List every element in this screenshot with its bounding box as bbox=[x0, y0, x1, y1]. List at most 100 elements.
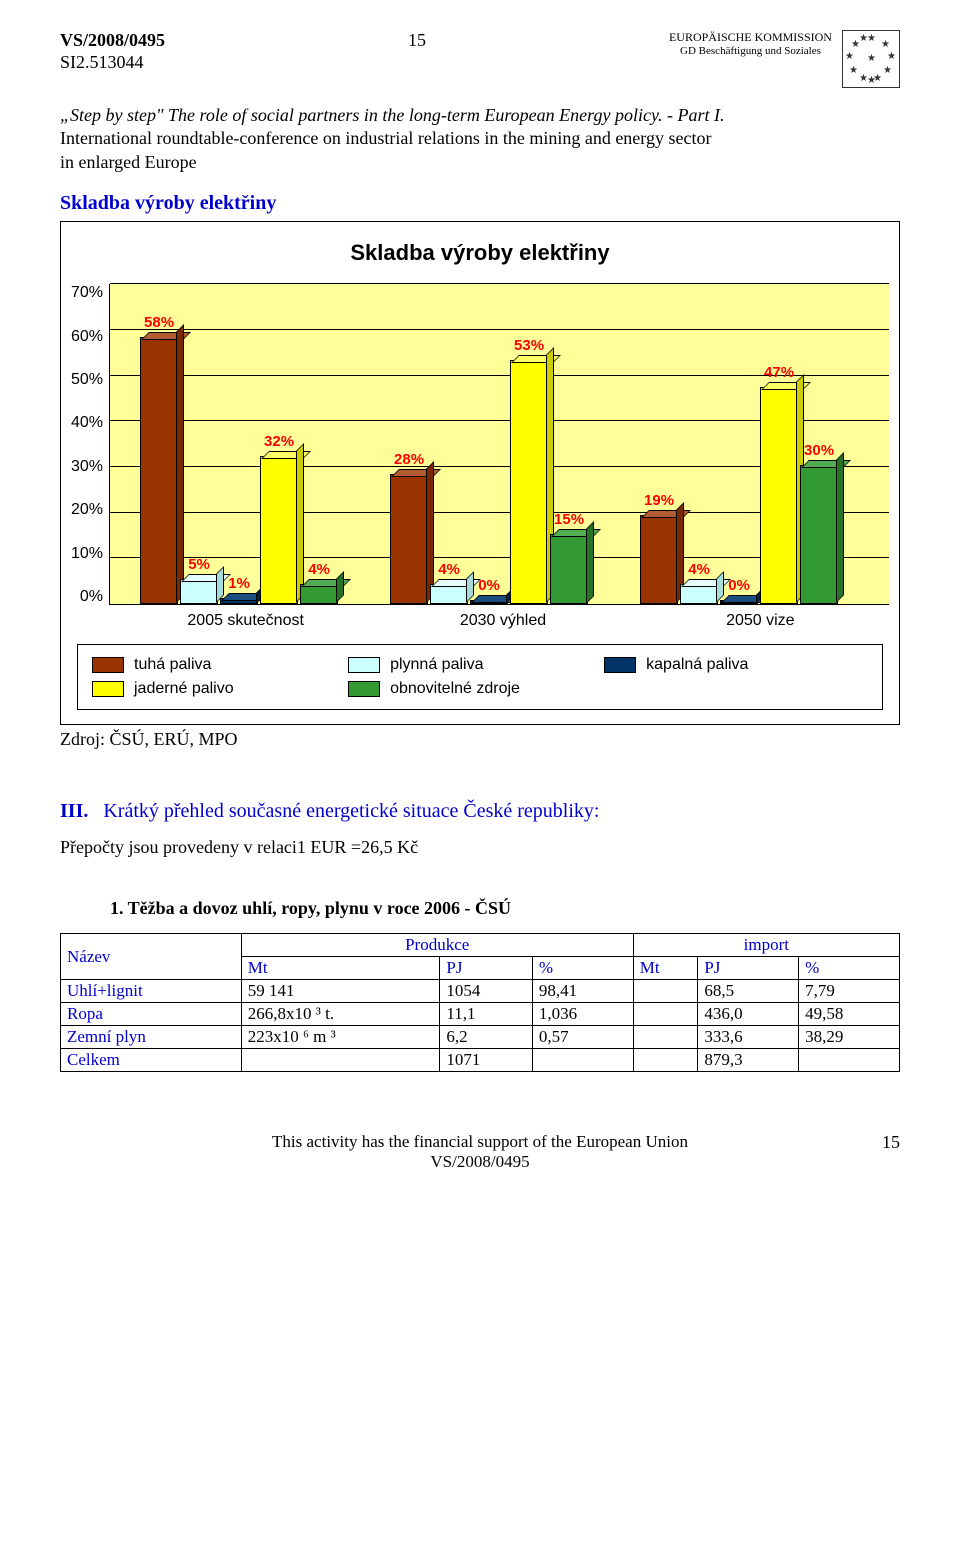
chart-plot-area: 58%5%1%32%4%28%4%0%53%15%19%4%0%47%30% bbox=[109, 284, 889, 605]
bar-obnovitelne: 30% bbox=[800, 465, 838, 604]
header-right: EUROPÄISCHE KOMMISSION GD Beschäftigung … bbox=[669, 30, 900, 88]
x-tick-label: 2050 vize bbox=[632, 612, 889, 630]
table-cell: import bbox=[633, 934, 899, 957]
chart-source: Zdroj: ČSÚ, ERÚ, MPO bbox=[60, 729, 900, 750]
bar-group: 28%4%0%53%15% bbox=[390, 360, 588, 604]
legend-swatch bbox=[92, 681, 124, 697]
table-cell: 0,57 bbox=[532, 1026, 633, 1049]
bar-jaderne: 47% bbox=[760, 387, 798, 604]
table-cell: % bbox=[532, 957, 633, 980]
legend-item: jaderné palivo bbox=[92, 680, 348, 698]
bar-group: 58%5%1%32%4% bbox=[140, 337, 338, 604]
legend-swatch bbox=[604, 657, 636, 673]
table-cell: 223x10 ⁶ m ³ bbox=[241, 1026, 440, 1049]
bar-kapalna: 0% bbox=[470, 600, 508, 604]
y-tick-label: 60% bbox=[71, 328, 103, 346]
header-org-1: EUROPÄISCHE KOMMISSION bbox=[669, 30, 832, 45]
footer-page-number: 15 bbox=[882, 1132, 900, 1153]
table-cell bbox=[633, 980, 698, 1003]
bar-value-label: 53% bbox=[514, 337, 544, 354]
section-3-heading: III. Krátký přehled současné energetické… bbox=[60, 800, 900, 823]
bar-value-label: 30% bbox=[804, 442, 834, 459]
data-table: NázevProdukceimportMtPJ%MtPJ%Uhlí+lignit… bbox=[60, 933, 900, 1072]
table-cell: 333,6 bbox=[698, 1026, 799, 1049]
legend-label: plynná paliva bbox=[390, 656, 483, 674]
legend-label: tuhá paliva bbox=[134, 656, 211, 674]
bar-value-label: 5% bbox=[188, 556, 210, 573]
table-cell: Mt bbox=[241, 957, 440, 980]
bar-plynna: 5% bbox=[180, 579, 218, 604]
legend-label: jaderné palivo bbox=[134, 680, 234, 698]
legend-swatch bbox=[348, 657, 380, 673]
bar-value-label: 15% bbox=[554, 511, 584, 528]
section-3-title: Krátký přehled současné energetické situ… bbox=[103, 800, 599, 822]
eu-flag-icon: ★★ ★★ ★★ ★★ ★★ ★★ bbox=[842, 30, 900, 88]
table-cell: 1,036 bbox=[532, 1003, 633, 1026]
legend-item: kapalná paliva bbox=[604, 656, 860, 674]
table-cell: 436,0 bbox=[698, 1003, 799, 1026]
table-cell: Ropa bbox=[61, 1003, 242, 1026]
intro-line-2a: International roundtable-conference on i… bbox=[60, 127, 900, 150]
bar-obnovitelne: 4% bbox=[300, 584, 338, 604]
intro-block: „Step by step" The role of social partne… bbox=[60, 104, 900, 174]
legend-swatch bbox=[348, 681, 380, 697]
chart-legend: tuhá paliva plynná paliva kapalná paliva ja… bbox=[77, 644, 883, 710]
table-cell bbox=[633, 1026, 698, 1049]
page-header: VS/2008/0495 SI2.513044 15 EUROPÄISCHE K… bbox=[60, 30, 900, 88]
bar-group: 19%4%0%47%30% bbox=[640, 387, 838, 604]
chart-x-axis: 2005 skutečnost2030 výhled2050 vize bbox=[117, 612, 889, 630]
table-cell: 266,8x10 ³ t. bbox=[241, 1003, 440, 1026]
y-tick-label: 0% bbox=[71, 588, 103, 606]
table-cell: % bbox=[799, 957, 900, 980]
header-page-number: 15 bbox=[408, 30, 426, 51]
bar-plynna: 4% bbox=[680, 584, 718, 604]
table-cell: 59 141 bbox=[241, 980, 440, 1003]
bar-value-label: 28% bbox=[394, 451, 424, 468]
table-cell: 38,29 bbox=[799, 1026, 900, 1049]
table-cell: 879,3 bbox=[698, 1049, 799, 1072]
bar-jaderne: 32% bbox=[260, 456, 298, 604]
table-cell: 1071 bbox=[440, 1049, 532, 1072]
table-cell bbox=[241, 1049, 440, 1072]
bar-plynna: 4% bbox=[430, 584, 468, 604]
bar-value-label: 0% bbox=[728, 577, 750, 594]
chart-heading: Skladba výroby elektřiny bbox=[60, 192, 900, 215]
y-tick-label: 50% bbox=[71, 371, 103, 389]
bar-kapalna: 1% bbox=[220, 598, 258, 605]
chart-title: Skladba výroby elektřiny bbox=[71, 240, 889, 266]
legend-item: obnovitelné zdroje bbox=[348, 680, 604, 698]
footer-line-1: This activity has the financial support … bbox=[60, 1132, 900, 1152]
section-3-num: III. bbox=[60, 800, 88, 822]
y-tick-label: 10% bbox=[71, 545, 103, 563]
table-cell bbox=[532, 1049, 633, 1072]
bar-tuha: 58% bbox=[140, 337, 178, 604]
table-cell bbox=[633, 1049, 698, 1072]
legend-item: plynná paliva bbox=[348, 656, 604, 674]
y-tick-label: 70% bbox=[71, 284, 103, 302]
bar-value-label: 19% bbox=[644, 492, 674, 509]
table-cell: Celkem bbox=[61, 1049, 242, 1072]
bar-value-label: 58% bbox=[144, 314, 174, 331]
bar-value-label: 32% bbox=[264, 433, 294, 450]
table-cell: PJ bbox=[698, 957, 799, 980]
table-cell: 11,1 bbox=[440, 1003, 532, 1026]
table-cell: Název bbox=[61, 934, 242, 980]
table-cell: 68,5 bbox=[698, 980, 799, 1003]
bar-tuha: 19% bbox=[640, 515, 678, 604]
x-tick-label: 2030 výhled bbox=[374, 612, 631, 630]
footer-line-2: VS/2008/0495 bbox=[60, 1152, 900, 1172]
bar-jaderne: 53% bbox=[510, 360, 548, 604]
table-cell: 49,58 bbox=[799, 1003, 900, 1026]
table-cell: PJ bbox=[440, 957, 532, 980]
table-cell: 6,2 bbox=[440, 1026, 532, 1049]
intro-line-1: „Step by step" The role of social partne… bbox=[60, 104, 900, 127]
header-left: VS/2008/0495 SI2.513044 bbox=[60, 30, 165, 73]
bar-value-label: 4% bbox=[438, 561, 460, 578]
table-cell: 98,41 bbox=[532, 980, 633, 1003]
bar-value-label: 4% bbox=[308, 561, 330, 578]
y-tick-label: 20% bbox=[71, 501, 103, 519]
x-tick-label: 2005 skutečnost bbox=[117, 612, 374, 630]
chart-y-axis: 70%60%50%40%30%20%10%0% bbox=[71, 284, 109, 606]
bar-value-label: 1% bbox=[228, 575, 250, 592]
table-cell bbox=[633, 1003, 698, 1026]
